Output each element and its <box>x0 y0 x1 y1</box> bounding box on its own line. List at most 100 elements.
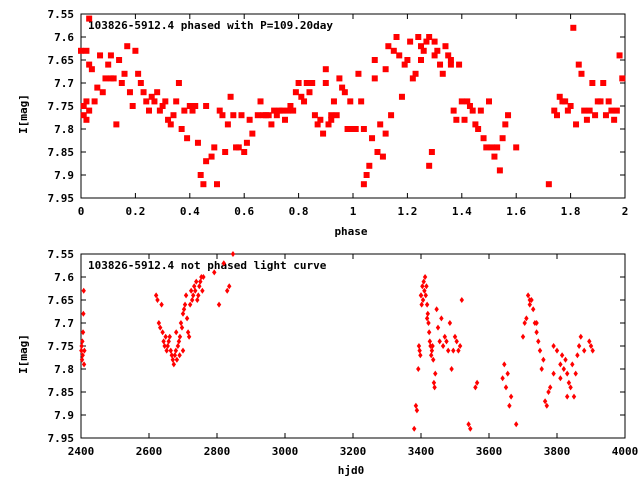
data-point <box>556 93 563 100</box>
data-point <box>568 384 573 391</box>
data-point <box>216 107 223 114</box>
data-point <box>132 47 139 54</box>
data-point <box>558 361 563 368</box>
data-point <box>371 57 378 63</box>
data-point <box>194 139 201 146</box>
data-point <box>426 162 433 169</box>
data-point <box>192 103 199 109</box>
data-point <box>565 370 570 377</box>
data-point <box>419 301 424 308</box>
data-point <box>488 144 495 151</box>
data-point <box>284 107 291 114</box>
data-point <box>180 347 186 354</box>
data-point <box>369 135 376 142</box>
data-point <box>160 329 165 336</box>
x-tick-label: 3400 <box>408 445 435 458</box>
data-point <box>257 98 264 105</box>
data-point <box>191 292 196 299</box>
data-point <box>424 301 430 308</box>
data-point <box>173 98 180 105</box>
data-point <box>456 61 463 68</box>
data-point <box>194 278 199 285</box>
data-point <box>513 144 520 151</box>
data-point <box>447 61 454 68</box>
data-point <box>197 172 204 178</box>
x-tick-label: 2400 <box>68 445 95 458</box>
data-point <box>385 43 392 50</box>
data-point <box>88 66 95 73</box>
data-point <box>167 333 172 340</box>
data-point <box>548 384 553 391</box>
data-point <box>94 84 101 91</box>
y-axis-label: I[mag] <box>17 334 30 374</box>
data-point <box>388 112 395 119</box>
data-point <box>382 130 389 137</box>
data-point <box>429 347 435 354</box>
data-point <box>503 384 509 391</box>
data-point <box>214 181 220 188</box>
data-point <box>564 107 571 114</box>
x-tick-label: 1.2 <box>397 205 417 218</box>
data-point <box>426 329 432 336</box>
data-point <box>159 103 166 109</box>
data-point <box>328 112 335 119</box>
y-tick-label: 7.55 <box>48 8 75 21</box>
data-point <box>325 121 332 128</box>
data-point <box>200 287 205 294</box>
data-point <box>589 80 596 86</box>
data-point <box>522 320 527 326</box>
data-point <box>235 144 242 151</box>
data-point <box>167 121 174 128</box>
data-point <box>571 393 577 400</box>
data-point <box>396 52 403 59</box>
data-point <box>539 366 544 372</box>
data-point <box>414 407 420 414</box>
data-point <box>164 347 169 354</box>
data-point <box>91 98 98 105</box>
data-point <box>110 75 117 82</box>
data-point <box>143 98 150 105</box>
chart-title: 103826-5912.4 not phased light curve <box>88 259 327 272</box>
data-point <box>562 98 569 105</box>
data-point <box>483 144 490 151</box>
data-point <box>424 315 430 322</box>
data-point <box>475 126 482 132</box>
data-point <box>129 103 136 109</box>
data-point <box>186 333 192 340</box>
data-point <box>355 70 362 77</box>
data-point <box>203 103 210 109</box>
data-point <box>83 98 90 105</box>
data-point <box>420 47 427 54</box>
data-point <box>544 402 549 409</box>
data-point <box>417 347 422 354</box>
data-point <box>474 379 480 386</box>
data-point <box>173 347 179 354</box>
data-point <box>79 356 85 363</box>
data-point <box>339 84 346 91</box>
data-point <box>79 347 84 354</box>
data-point <box>418 292 424 299</box>
data-point <box>586 107 593 114</box>
data-point <box>156 320 162 326</box>
data-point <box>435 324 441 331</box>
data-point <box>430 343 435 349</box>
y-tick-label: 7.7 <box>54 317 74 330</box>
data-point <box>416 343 422 349</box>
data-point <box>570 361 575 368</box>
data-point <box>439 315 444 322</box>
data-point <box>480 135 487 142</box>
y-tick-label: 7.8 <box>54 363 74 376</box>
data-point <box>314 121 321 128</box>
data-point <box>525 292 531 299</box>
data-point <box>505 370 510 377</box>
data-point <box>196 292 201 299</box>
x-tick-label: 3200 <box>340 445 367 458</box>
data-point <box>542 398 548 405</box>
data-point <box>520 333 526 340</box>
data-point <box>189 107 196 114</box>
x-axis-label: phase <box>334 225 367 238</box>
data-point <box>146 107 152 114</box>
data-point <box>154 89 161 96</box>
data-point <box>99 89 106 96</box>
data-point <box>249 130 256 137</box>
